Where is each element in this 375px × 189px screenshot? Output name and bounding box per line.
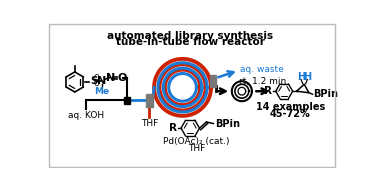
Text: R: R [264, 86, 272, 96]
Bar [146, 94, 153, 107]
Text: N: N [105, 73, 115, 83]
Text: O: O [93, 79, 99, 88]
Text: BPin: BPin [314, 89, 339, 99]
Text: aq. waste: aq. waste [240, 65, 284, 74]
Text: Pd(OAc)₂ (cat.): Pd(OAc)₂ (cat.) [163, 137, 230, 146]
Text: tube-in-tube flow reactor: tube-in-tube flow reactor [116, 37, 265, 47]
Text: aq. KOH: aq. KOH [68, 111, 104, 120]
Text: H: H [303, 72, 311, 82]
Text: O: O [93, 74, 99, 83]
Text: R: R [169, 123, 177, 133]
Text: 45-72%: 45-72% [270, 109, 311, 119]
Text: THF: THF [141, 119, 158, 128]
Text: automated library synthesis: automated library synthesis [107, 31, 273, 41]
Text: BPin: BPin [215, 119, 240, 129]
Text: Me: Me [94, 87, 109, 96]
Text: H: H [297, 72, 305, 82]
Bar [210, 75, 216, 87]
Text: 14 examples: 14 examples [256, 102, 325, 112]
Text: O: O [118, 73, 127, 83]
Bar [124, 97, 130, 104]
Text: S: S [90, 76, 98, 86]
Text: rt, 1.2 min: rt, 1.2 min [239, 77, 286, 86]
Text: THF: THF [188, 144, 205, 153]
Text: N: N [97, 76, 106, 86]
